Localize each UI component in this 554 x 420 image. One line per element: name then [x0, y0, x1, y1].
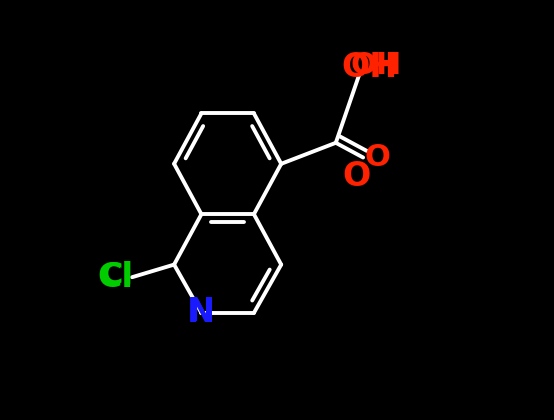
Text: N: N [189, 298, 214, 328]
Text: O: O [343, 160, 371, 193]
Text: O: O [365, 143, 391, 172]
Text: Cl: Cl [98, 261, 134, 294]
Text: OH: OH [350, 50, 401, 80]
Text: N: N [187, 297, 216, 329]
Text: OH: OH [341, 51, 398, 84]
Text: Cl: Cl [101, 260, 134, 290]
